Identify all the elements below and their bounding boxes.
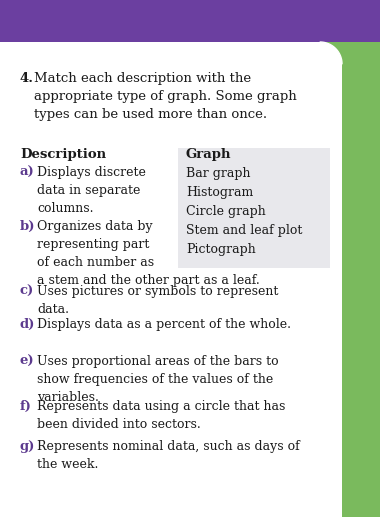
Bar — [0, 42, 320, 64]
Text: Represents nominal data, such as days of
the week.: Represents nominal data, such as days of… — [37, 440, 300, 471]
Text: Displays discrete
data in separate
columns.: Displays discrete data in separate colum… — [37, 166, 146, 215]
Text: Represents data using a circle that has
been divided into sectors.: Represents data using a circle that has … — [37, 400, 285, 431]
Text: Stem and leaf plot: Stem and leaf plot — [186, 224, 302, 237]
Text: Description: Description — [20, 148, 106, 161]
Text: Circle graph: Circle graph — [186, 205, 266, 218]
Bar — [178, 148, 330, 268]
Text: Match each description with the
appropriate type of graph. Some graph
types can : Match each description with the appropri… — [34, 72, 297, 121]
Text: e): e) — [20, 355, 35, 368]
Text: Bar graph: Bar graph — [186, 167, 250, 180]
Text: Uses pictures or symbols to represent
data.: Uses pictures or symbols to represent da… — [37, 285, 279, 316]
Text: b): b) — [20, 220, 35, 233]
Text: Histogram: Histogram — [186, 186, 253, 199]
Text: Pictograph: Pictograph — [186, 243, 256, 256]
Bar — [320, 42, 380, 64]
Text: f): f) — [20, 400, 32, 413]
Text: Organizes data by
representing part
of each number as
a stem and the other part : Organizes data by representing part of e… — [37, 220, 260, 287]
Text: Graph: Graph — [186, 148, 231, 161]
Text: Uses proportional areas of the bars to
show frequencies of the values of the
var: Uses proportional areas of the bars to s… — [37, 355, 279, 404]
Text: g): g) — [20, 440, 35, 453]
Bar — [0, 0, 380, 42]
Polygon shape — [320, 42, 342, 64]
Text: d): d) — [20, 318, 35, 331]
Text: c): c) — [20, 285, 34, 298]
Text: Displays data as a percent of the whole.: Displays data as a percent of the whole. — [37, 318, 291, 331]
Text: a): a) — [20, 166, 35, 179]
Text: 4.: 4. — [20, 72, 34, 85]
